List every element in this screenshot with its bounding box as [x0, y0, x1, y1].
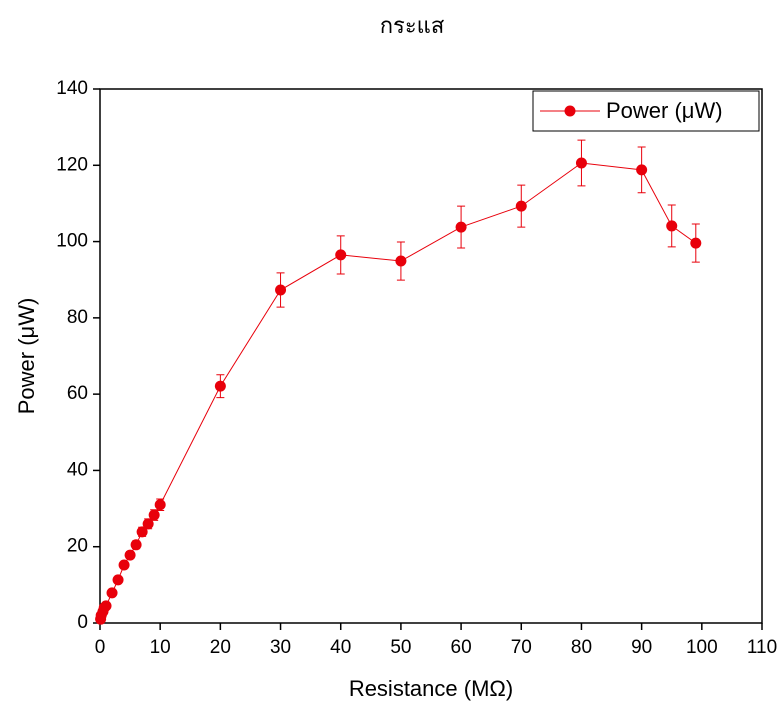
x-tick-label: 70	[511, 637, 532, 658]
y-tick-label: 80	[67, 307, 88, 328]
data-line	[100, 162, 697, 620]
data-point	[455, 221, 467, 233]
legend-marker	[564, 105, 576, 117]
data-point	[106, 587, 118, 599]
data-point	[130, 539, 142, 551]
x-tick-label: 0	[95, 637, 106, 658]
y-tick-label: 140	[56, 78, 88, 99]
y-tick-label: 120	[56, 154, 88, 175]
x-tick-label: 10	[150, 637, 171, 658]
x-tick-label: 40	[330, 637, 351, 658]
data-point	[136, 526, 148, 538]
data-point	[214, 380, 226, 392]
data-point	[118, 559, 130, 571]
y-tick-label: 100	[56, 231, 88, 252]
x-tick-label: 60	[451, 637, 472, 658]
data-point	[148, 509, 160, 521]
y-tick-label: 20	[67, 536, 88, 557]
legend-label: Power (μW)	[606, 98, 723, 123]
x-tick-label: 80	[571, 637, 592, 658]
y-tick-label: 0	[77, 612, 88, 633]
x-tick-label: 30	[270, 637, 291, 658]
data-point	[515, 200, 527, 212]
data-point	[335, 249, 347, 261]
x-tick-label: 100	[686, 637, 718, 658]
y-tick-label: 40	[67, 459, 88, 480]
plot-frame	[99, 88, 763, 624]
data-point	[112, 574, 124, 586]
x-tick-label: 90	[631, 637, 652, 658]
x-tick-label: 110	[747, 637, 777, 658]
x-tick-label: 20	[210, 637, 231, 658]
data-point	[395, 255, 407, 267]
chart-title: กระแส	[380, 14, 445, 39]
data-point	[124, 549, 136, 561]
data-point	[142, 518, 154, 530]
y-axis-label: Power (μW)	[14, 298, 39, 415]
data-point	[154, 499, 166, 511]
x-axis-label: Resistance (MΩ)	[349, 676, 513, 701]
data-point	[275, 284, 287, 296]
data-point	[100, 600, 112, 612]
data-point	[666, 220, 678, 232]
data-point	[575, 157, 587, 169]
data-point	[636, 164, 648, 176]
data-point	[690, 237, 702, 249]
y-tick-label: 60	[67, 383, 88, 404]
x-tick-label: 50	[390, 637, 411, 658]
